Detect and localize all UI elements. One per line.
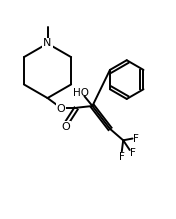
Text: HO: HO: [73, 88, 89, 98]
Text: O: O: [57, 104, 66, 114]
Text: F: F: [118, 152, 124, 162]
Text: F: F: [130, 148, 136, 158]
Text: O: O: [62, 122, 70, 132]
Text: F: F: [133, 134, 139, 143]
Text: N: N: [43, 39, 52, 48]
